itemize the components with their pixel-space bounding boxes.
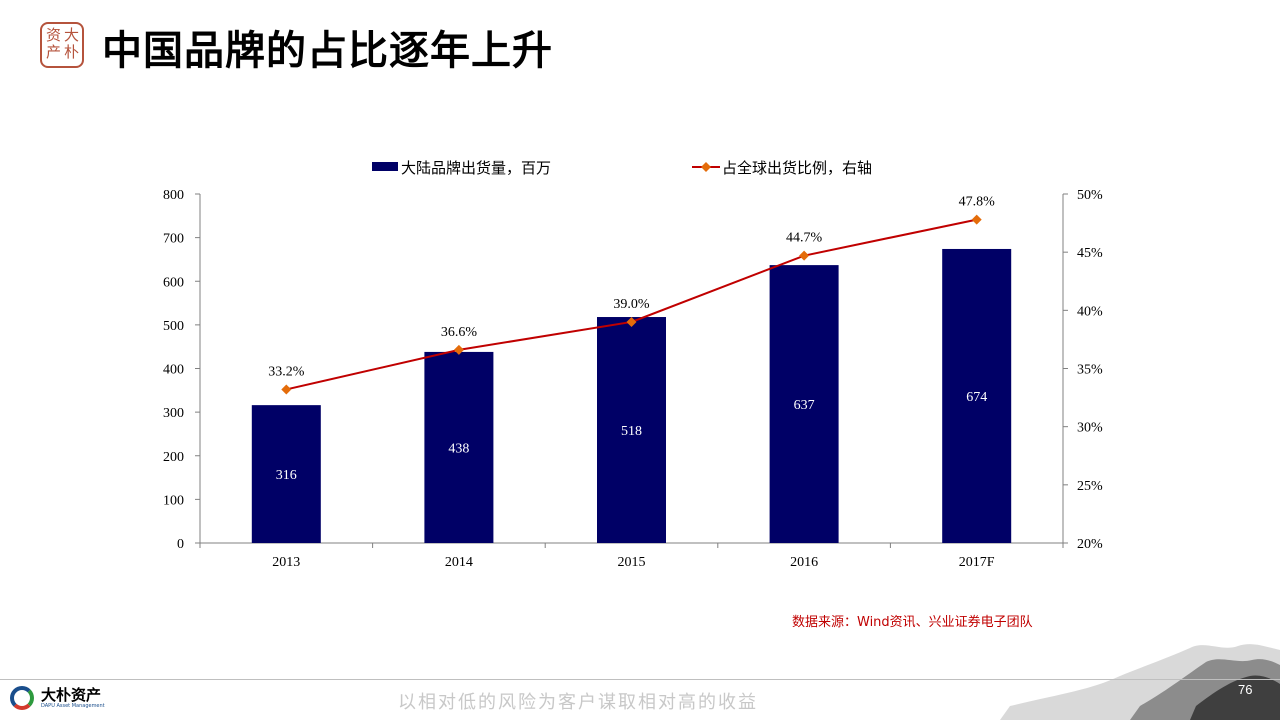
y-right-tick-label: 50% (1077, 188, 1103, 203)
company-name-cn: 大朴资产 (41, 686, 102, 704)
x-tick-label: 2014 (445, 555, 473, 570)
y-right-tick-label: 30% (1077, 421, 1103, 436)
y-left-tick-label: 500 (163, 319, 184, 334)
footer-divider (0, 679, 1280, 680)
seal-char: 大 (64, 26, 80, 44)
y-right-tick-label: 35% (1077, 363, 1103, 378)
bar (597, 317, 666, 543)
x-tick-label: 2015 (618, 555, 646, 570)
line-value-label: 47.8% (959, 195, 996, 210)
line-point (453, 344, 464, 355)
y-right-tick-label: 45% (1077, 246, 1103, 261)
bar (769, 265, 839, 543)
legend-bar-label: 大陆品牌出货量，百万 (401, 159, 551, 177)
y-left-tick-label: 300 (163, 406, 184, 421)
footer-slogan: 以相对低的风险为客户谋取相对高的收益 (398, 692, 758, 713)
y-right-tick-label: 25% (1077, 479, 1103, 494)
slide-title: 中国品牌的占比逐年上升 (102, 28, 553, 74)
x-tick-label: 2016 (790, 555, 818, 570)
page-number: 76 (1238, 682, 1253, 697)
y-left-tick-label: 0 (177, 537, 184, 552)
bar-value-label: 316 (276, 468, 297, 483)
bar-value-label: 438 (448, 441, 469, 456)
seal-char: 朴 (64, 43, 80, 61)
line-value-label: 44.7% (786, 231, 823, 246)
seal-logo: 大 朴 资 产 (40, 22, 84, 68)
data-source-note: 数据来源：Wind资讯、兴业证券电子团队 (792, 615, 1033, 630)
company-logo-icon (10, 686, 34, 710)
y-right-tick-label: 40% (1077, 304, 1103, 319)
legend-bar-swatch (372, 162, 398, 171)
bar-value-label: 637 (794, 398, 815, 413)
company-name-en: DAPU Asset Management (41, 703, 105, 709)
line-point (281, 384, 292, 395)
y-right-tick-label: 20% (1077, 537, 1103, 552)
legend-line-marker (701, 162, 711, 172)
y-left-tick-label: 200 (163, 450, 184, 465)
line-point (799, 250, 810, 261)
bar-value-label: 518 (621, 424, 642, 439)
company-logo: 大朴资产 DAPU Asset Management (8, 683, 138, 715)
line-point (626, 316, 637, 327)
y-left-tick-label: 400 (163, 363, 184, 378)
y-left-tick-label: 100 (163, 493, 184, 508)
line-value-label: 36.6% (441, 325, 478, 340)
bar (424, 351, 494, 543)
bar-value-label: 674 (966, 390, 987, 405)
seal-char: 产 (46, 43, 62, 61)
y-left-tick-label: 700 (163, 232, 184, 247)
y-left-tick-label: 800 (163, 188, 184, 203)
seal-char: 资 (46, 26, 62, 44)
legend-line-label: 占全球出货比例，右轴 (722, 159, 872, 177)
line-value-label: 39.0% (613, 297, 650, 312)
line-point (971, 214, 982, 225)
bar (942, 248, 1012, 543)
bar (251, 405, 321, 543)
y-left-tick-label: 600 (163, 275, 184, 290)
line-value-label: 33.2% (268, 364, 305, 379)
x-tick-label: 2017F (959, 555, 995, 570)
x-tick-label: 2013 (272, 555, 300, 570)
